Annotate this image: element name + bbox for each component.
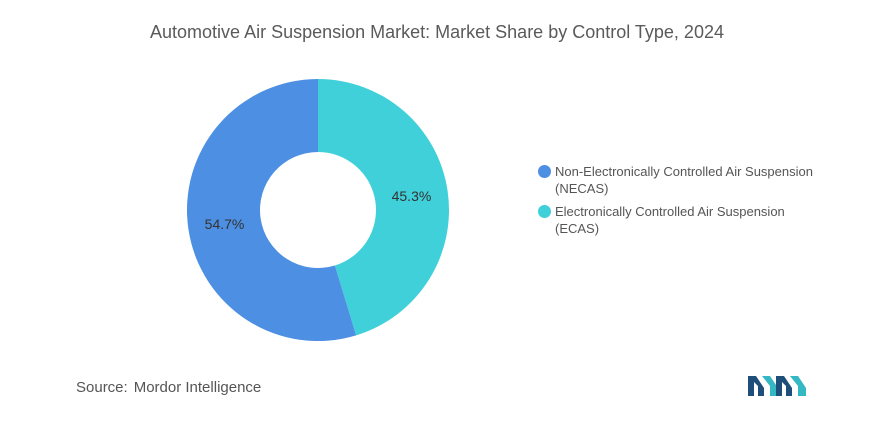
source-label: Source: bbox=[76, 379, 128, 396]
legend-item-ecas[interactable]: Electronically Controlled Air Suspension… bbox=[538, 203, 828, 237]
legend-label-necas: Non-Electronically Controlled Air Suspen… bbox=[555, 164, 813, 196]
slice-value-label-1: 54.7% bbox=[205, 216, 245, 232]
source-value: Mordor Intelligence bbox=[133, 379, 262, 396]
donut-slice-1[interactable] bbox=[187, 79, 357, 341]
chart-legend: Non-Electronically Controlled Air Suspen… bbox=[538, 163, 828, 243]
legend-item-necas[interactable]: Non-Electronically Controlled Air Suspen… bbox=[538, 163, 828, 197]
donut-slice-0[interactable] bbox=[318, 79, 450, 336]
legend-label-ecas: Electronically Controlled Air Suspension… bbox=[555, 204, 785, 236]
mordor-intelligence-logo-icon bbox=[748, 376, 806, 396]
slice-value-label-0: 45.3% bbox=[392, 188, 432, 204]
chart-title: Automotive Air Suspension Market: Market… bbox=[150, 22, 724, 42]
donut-chart: 45.3% 54.7% bbox=[187, 79, 450, 341]
legend-swatch-necas bbox=[538, 165, 551, 178]
legend-swatch-ecas bbox=[538, 205, 551, 218]
source-note: Source: Mordor Intelligence bbox=[76, 379, 261, 396]
